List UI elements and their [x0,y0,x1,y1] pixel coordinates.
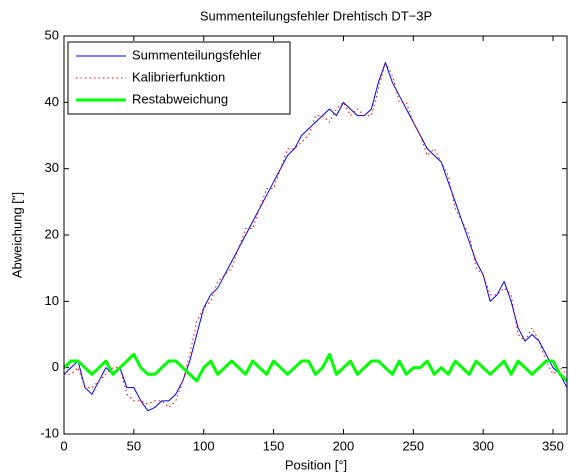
y-axis-label: Abweichung ["] [9,192,24,278]
series-line [63,62,568,412]
x-tick-label: 300 [472,438,494,453]
x-tick-label: 50 [127,438,141,453]
series-line [62,352,569,383]
x-tick-label: 250 [402,438,424,453]
y-tick-label: -10 [40,425,59,440]
x-axis-label: Position [°] [285,457,347,472]
y-tick-label: 0 [52,359,59,374]
y-tick-label: 20 [45,226,59,241]
x-tick-label: 150 [263,438,285,453]
legend-box [67,41,291,115]
axes-box [63,35,568,435]
legend-label: Summenteilungsfehler [132,47,262,62]
legend-label: Kalibrierfunktion [132,69,225,84]
y-tick-label: 30 [45,160,59,175]
x-tick-label: 350 [542,438,564,453]
x-tick-label: 200 [333,438,355,453]
y-tick-label: 10 [45,293,59,308]
x-tick-label: 100 [193,438,215,453]
y-tick-label: 40 [45,94,59,109]
chart-title: Summenteilungsfehler Drehtisch DT−3P [200,8,432,23]
x-tick-label: 0 [60,438,67,453]
legend-label: Restabweichung [132,91,228,106]
y-tick-label: 50 [45,27,59,42]
